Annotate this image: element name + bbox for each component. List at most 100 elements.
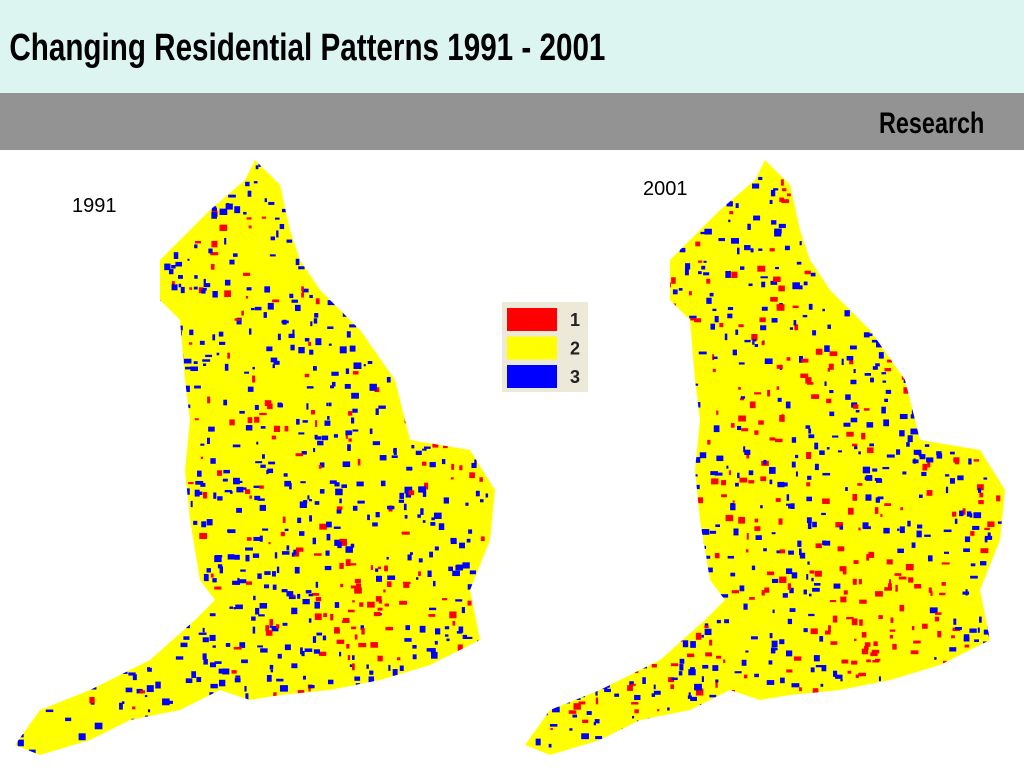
map-area — [815, 543, 822, 549]
map-area — [99, 436, 107, 443]
map-area — [941, 562, 950, 565]
map-area — [454, 187, 461, 193]
map-area — [468, 741, 476, 745]
map-area — [387, 161, 391, 165]
map-area — [714, 315, 719, 323]
map-area — [777, 397, 782, 402]
map-area — [493, 293, 495, 300]
map-area — [754, 430, 759, 435]
map-area — [760, 505, 763, 509]
map-area — [173, 252, 179, 259]
map-area — [39, 513, 45, 518]
map-area — [846, 731, 850, 734]
map-area — [407, 706, 415, 713]
map-area — [872, 660, 880, 663]
map-area — [370, 642, 378, 648]
map-area — [40, 412, 49, 416]
map-area — [174, 478, 179, 486]
map-area — [458, 711, 463, 716]
map-area — [827, 367, 830, 372]
map-area — [265, 625, 270, 632]
map-area — [693, 753, 702, 755]
map-area — [197, 177, 202, 182]
map-area — [356, 583, 362, 588]
map-area — [214, 555, 222, 563]
map-area — [295, 233, 302, 240]
map-area — [58, 540, 64, 544]
map-area — [701, 634, 704, 638]
map-area — [452, 620, 456, 626]
map-area — [960, 224, 966, 232]
map-area — [657, 709, 660, 712]
map-area — [1001, 353, 1004, 356]
map-area — [530, 255, 537, 262]
map-area — [237, 752, 243, 755]
map-area — [969, 628, 977, 633]
map-area — [361, 204, 370, 208]
map-area — [1002, 279, 1005, 284]
map-area — [616, 252, 620, 257]
map-area — [166, 520, 173, 526]
map-area — [178, 283, 182, 288]
map-area — [592, 531, 596, 538]
map-area — [29, 645, 36, 648]
map-area — [884, 503, 892, 507]
map-area — [849, 345, 857, 350]
map-area — [391, 327, 395, 333]
map-area — [205, 574, 209, 582]
map-area — [282, 208, 286, 213]
map-area — [624, 375, 633, 381]
map-area — [106, 501, 111, 506]
map-area — [412, 389, 419, 397]
map-area — [999, 366, 1002, 373]
map-area — [980, 548, 989, 554]
map-area — [134, 725, 140, 731]
map-area — [392, 722, 397, 729]
map-area — [642, 753, 648, 755]
map-area — [433, 421, 439, 425]
map-area — [620, 538, 628, 541]
map-area — [882, 323, 888, 328]
map-area — [308, 593, 313, 597]
map-area — [878, 352, 884, 359]
map-area — [206, 568, 211, 573]
map-area — [803, 628, 808, 633]
map-area — [195, 480, 204, 485]
map-area — [454, 220, 459, 225]
map-area — [703, 742, 709, 749]
map-area — [144, 399, 147, 404]
map-area — [95, 348, 103, 354]
map-area — [571, 183, 577, 188]
map-area — [968, 303, 974, 309]
map-area — [646, 720, 653, 725]
map-area — [418, 486, 427, 493]
map-area — [741, 428, 749, 432]
map-area — [629, 586, 637, 591]
map-area — [690, 667, 695, 674]
map-area — [396, 657, 401, 661]
map-area — [731, 689, 735, 693]
map-area — [488, 718, 493, 723]
map-area — [88, 246, 93, 251]
map-area — [297, 235, 302, 241]
map-area — [332, 199, 340, 203]
map-area — [692, 484, 700, 490]
map-area — [209, 613, 216, 617]
map-area — [404, 351, 411, 359]
map-area — [177, 379, 185, 386]
map-area — [327, 300, 336, 306]
map-area — [205, 354, 213, 358]
map-area — [369, 383, 377, 391]
map-area — [665, 368, 669, 373]
map-area — [67, 456, 72, 459]
map-area — [359, 706, 366, 710]
map-area — [317, 730, 322, 734]
map-area — [358, 273, 367, 281]
map-area — [466, 350, 474, 354]
map-area — [96, 308, 100, 315]
map-area — [645, 338, 653, 345]
map-area — [470, 732, 473, 737]
map-area — [431, 185, 440, 189]
map-area — [422, 520, 426, 523]
map-area — [452, 570, 460, 577]
